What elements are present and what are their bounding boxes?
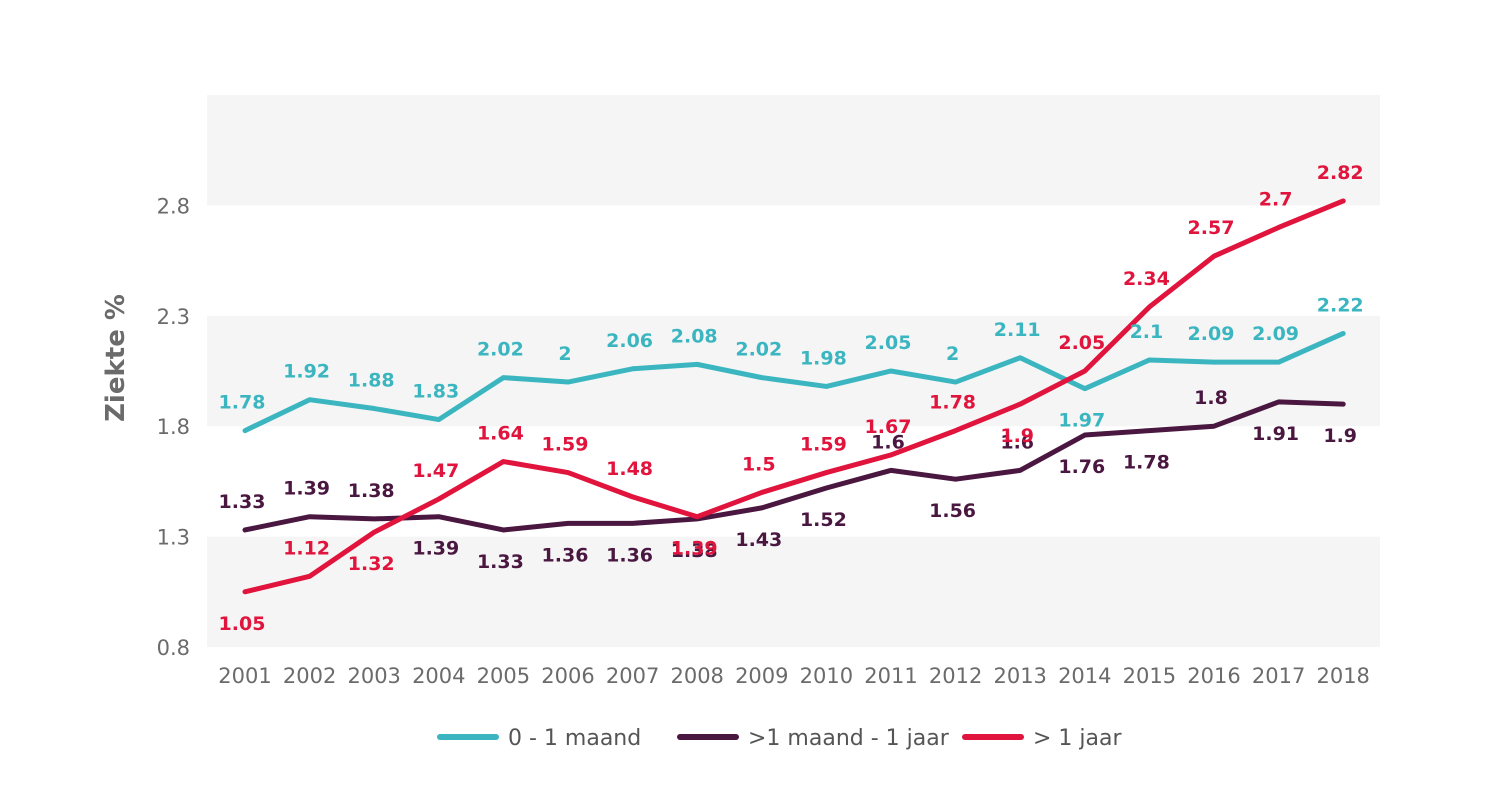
y-tick-label: 0.8 [157, 636, 190, 660]
data-label: 1.64 [477, 423, 524, 445]
x-tick-label: 2016 [1187, 664, 1240, 688]
x-tick-label: 2017 [1252, 664, 1305, 688]
series-line-2 [242, 399, 1346, 533]
data-label: 1.76 [1058, 456, 1105, 478]
data-label: 1.36 [542, 544, 589, 566]
data-label: 1.59 [800, 434, 847, 456]
y-tick-label: 1.3 [157, 526, 190, 550]
data-label: 1.5 [742, 453, 776, 475]
data-label: 1.83 [412, 381, 459, 403]
data-label: 2.34 [1123, 268, 1170, 290]
legend-label: >1 maand - 1 jaar [748, 726, 950, 751]
data-label: 2.09 [1188, 323, 1235, 345]
data-label: 1.39 [671, 538, 718, 560]
x-tick-label: 2008 [670, 664, 723, 688]
x-tick-label: 2001 [218, 664, 271, 688]
data-label: 1.39 [283, 478, 330, 500]
data-label: 1.67 [865, 416, 912, 438]
data-label: 1.52 [800, 509, 847, 531]
data-label: 1.6 [871, 431, 905, 453]
x-axis-ticks: 2001 2002 2003 2004 2005 2006 2007 2008 2009 2010… [218, 664, 1370, 688]
y-tick-label: 1.8 [157, 415, 190, 439]
data-label: 1.05 [219, 613, 266, 635]
data-label: 1.33 [477, 551, 524, 573]
data-label: 1.48 [606, 458, 653, 480]
data-label: 2.22 [1317, 294, 1364, 316]
data-label: 1.78 [929, 392, 976, 414]
data-label: 1.98 [800, 347, 847, 369]
data-label: 2.08 [671, 325, 718, 347]
data-label: 2.57 [1188, 217, 1235, 239]
data-label: 1.47 [412, 460, 459, 482]
data-label: 1.59 [542, 434, 589, 456]
legend-label: 0 - 1 maand [508, 726, 641, 751]
data-label: 1.6 [1000, 431, 1034, 453]
data-label: 2.02 [735, 339, 782, 361]
data-label: 1.9 [1323, 425, 1357, 447]
series-line-1 [242, 330, 1346, 434]
data-label: 1.38 [348, 480, 395, 502]
data-label: 1.78 [1123, 452, 1170, 474]
data-label: 1.32 [348, 553, 395, 575]
data-label: 2.7 [1259, 188, 1293, 210]
data-label: 1.91 [1252, 423, 1299, 445]
grid-band [207, 315, 1380, 427]
data-label: 2.11 [994, 319, 1041, 341]
data-label: 1.92 [283, 361, 330, 383]
data-label: 1.36 [606, 544, 653, 566]
y-axis-ticks: 0.8 1.3 1.8 2.3 2.8 [157, 194, 190, 660]
grid-band [207, 95, 1380, 206]
series-lines [242, 198, 1346, 595]
data-label: 2.09 [1252, 323, 1299, 345]
data-label: 1.8 [1194, 387, 1228, 409]
grid-band [207, 536, 1380, 647]
data-label: 1.56 [929, 500, 976, 522]
series-line-3 [242, 198, 1346, 595]
grid-band [207, 205, 1380, 316]
data-label: 2 [558, 343, 571, 365]
data-label: 1.39 [412, 538, 459, 560]
x-tick-label: 2014 [1058, 664, 1111, 688]
x-tick-label: 2012 [929, 664, 982, 688]
data-label: 1.78 [219, 392, 266, 414]
y-tick-label: 2.3 [157, 305, 190, 329]
x-tick-label: 2011 [864, 664, 917, 688]
x-tick-label: 2013 [993, 664, 1046, 688]
x-tick-label: 2009 [735, 664, 788, 688]
y-axis-label: Ziekte % [101, 294, 131, 422]
x-tick-label: 2010 [800, 664, 853, 688]
data-label: 1.38 [671, 540, 718, 562]
data-label: 1.33 [219, 491, 266, 513]
x-tick-label: 2007 [606, 664, 659, 688]
y-tick-label: 2.8 [157, 194, 190, 218]
data-label: 2.1 [1130, 321, 1164, 343]
x-tick-label: 2004 [412, 664, 465, 688]
x-tick-label: 2002 [283, 664, 336, 688]
x-tick-label: 2018 [1316, 664, 1369, 688]
data-label: 2.06 [606, 330, 653, 352]
x-tick-label: 2006 [541, 664, 594, 688]
legend-label: > 1 jaar [1033, 726, 1122, 751]
x-tick-label: 2005 [477, 664, 530, 688]
data-label: 1.9 [1000, 425, 1034, 447]
data-label: 2.82 [1317, 162, 1364, 184]
data-label: 2.02 [477, 339, 524, 361]
x-tick-label: 2003 [347, 664, 400, 688]
data-label: 1.97 [1058, 410, 1105, 432]
legend: 0 - 1 maand >1 maand - 1 jaar > 1 jaar [437, 726, 1122, 751]
data-label: 1.88 [348, 370, 395, 392]
data-label: 2 [946, 343, 959, 365]
data-labels: 1.781.92 1.881.832.02 22.06 2.082.02 1.982.0… [219, 162, 1364, 635]
x-tick-label: 2015 [1123, 664, 1176, 688]
data-label: 1.43 [735, 529, 782, 551]
data-label: 2.05 [1058, 332, 1105, 354]
data-label: 1.12 [283, 537, 330, 559]
data-label: 2.05 [865, 332, 912, 354]
